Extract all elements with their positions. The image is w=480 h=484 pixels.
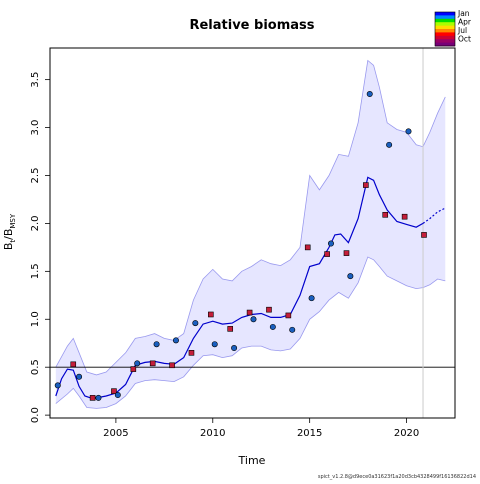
- season-color-swatch: [435, 15, 455, 20]
- season-legend-frame: [434, 11, 456, 47]
- season-legend-label: Jan: [457, 9, 470, 18]
- observation-square: [130, 366, 137, 372]
- season-color-swatch: [435, 18, 455, 23]
- x-tick-label: 2010: [200, 428, 225, 439]
- observation-circle: [366, 91, 373, 98]
- observation-circle: [308, 295, 315, 302]
- y-tick-label: 0.5: [30, 359, 41, 375]
- season-color-swatch: [435, 35, 455, 40]
- season-legend-label: Apr: [458, 18, 472, 27]
- observation-square: [111, 388, 117, 394]
- observation-square: [89, 395, 96, 401]
- ci-upper-line: [55, 59, 446, 376]
- observation-square: [188, 350, 195, 356]
- y-label-sub-msy: MSY: [9, 213, 17, 228]
- y-label-sub-t: t: [9, 240, 17, 243]
- observation-circle: [405, 128, 412, 135]
- observation-circle: [54, 382, 61, 389]
- observation-square: [285, 312, 292, 319]
- observation-square: [266, 306, 272, 313]
- observation-square: [149, 360, 156, 367]
- y-tick-label: 3.0: [30, 120, 41, 136]
- observation-circle: [231, 345, 238, 352]
- observation-circle: [327, 240, 334, 247]
- observation-square: [227, 326, 234, 332]
- y-label-sep: /B: [2, 229, 15, 240]
- y-tick-label: 2.5: [30, 168, 41, 184]
- y-tick-label: 1.5: [30, 263, 41, 279]
- forecast-line: [422, 207, 446, 224]
- confidence-band: [55, 60, 446, 409]
- observation-circle: [192, 320, 199, 327]
- observation-square: [324, 251, 330, 257]
- observation-circle: [250, 316, 257, 323]
- observation-square: [208, 311, 214, 318]
- observation-square: [421, 232, 427, 238]
- season-color-swatch: [435, 22, 455, 26]
- observation-square: [401, 213, 408, 220]
- season-legend-label: Oct: [458, 35, 471, 44]
- season-color-swatch: [435, 29, 455, 33]
- observation-square: [304, 244, 311, 251]
- y-tick-label: 3.5: [30, 72, 41, 88]
- observation-circle: [172, 337, 179, 344]
- observation-circle: [211, 341, 218, 348]
- observation-square: [169, 362, 175, 369]
- observation-square: [246, 309, 253, 316]
- season-color-swatch: [435, 25, 455, 30]
- chart-title: Relative biomass: [189, 18, 314, 33]
- season-color-swatch: [435, 39, 455, 43]
- y-axis-label: Bt/BMSY: [2, 213, 17, 250]
- y-tick-label: 0.0: [30, 407, 41, 423]
- observation-circle: [269, 323, 276, 330]
- season-color-swatch: [435, 12, 455, 16]
- observation-circle: [114, 391, 121, 398]
- plot-layer: 2005 2010 2015 2020 0.0 0.5 1.0 1.5 2.0 2.5 3.0 3.5: [30, 47, 456, 439]
- observation-square: [343, 250, 350, 256]
- observation-circle: [95, 394, 102, 401]
- observation-circle: [134, 360, 141, 367]
- ci-lower-line: [55, 256, 446, 409]
- observation-square: [70, 361, 77, 368]
- season-color-swatch: [435, 42, 455, 47]
- observation-circle: [289, 326, 296, 333]
- x-axis-label: Time: [238, 454, 266, 467]
- observation-circle: [386, 141, 393, 148]
- y-tick-label: 2.0: [30, 215, 41, 231]
- observation-circle: [76, 373, 83, 380]
- season-legend-label: Jul: [457, 26, 467, 35]
- observation-square: [382, 211, 389, 218]
- x-tick-label: 2005: [103, 428, 128, 439]
- x-tick-label: 2015: [297, 428, 322, 439]
- x-tick-label: 2020: [394, 428, 419, 439]
- y-label-main: B: [2, 243, 15, 251]
- season-color-swatch: [435, 32, 455, 37]
- footer-version-text: spict_v1.2.8@d9ece0a31623f1a20d3cb432849…: [318, 474, 476, 480]
- plot-frame: [49, 47, 456, 419]
- observation-circle: [347, 273, 354, 280]
- observation-circle: [153, 341, 160, 348]
- observation-square: [363, 182, 369, 188]
- y-tick-label: 1.0: [30, 311, 41, 327]
